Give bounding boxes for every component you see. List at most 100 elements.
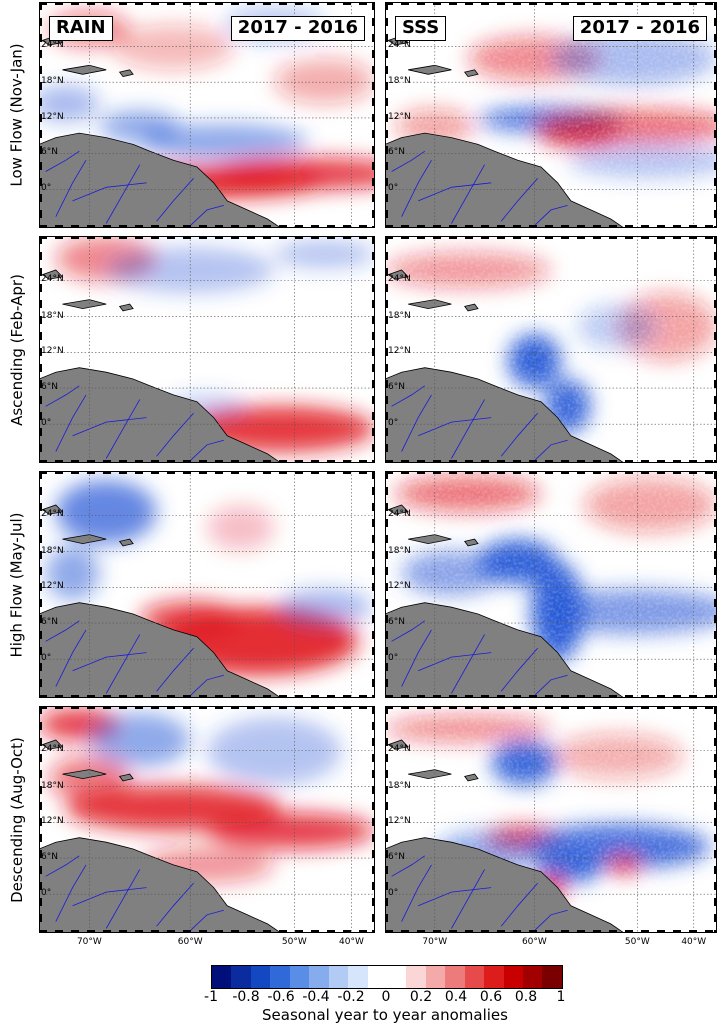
- land-mass: [39, 602, 282, 698]
- river: [500, 412, 539, 457]
- river: [418, 417, 492, 437]
- island: [408, 769, 452, 780]
- colorbar: [211, 965, 563, 989]
- negative-anomaly: [139, 124, 308, 161]
- lat-tick-label: 12°N: [41, 816, 64, 827]
- lon-tick-label: 40°W: [681, 937, 707, 947]
- negative-anomaly: [207, 717, 342, 786]
- colorbar-swatch: [270, 966, 290, 988]
- negative-anomaly: [277, 589, 372, 626]
- lat-tick-label: 12°N: [41, 111, 64, 122]
- colorbar-swatch: [523, 966, 543, 988]
- lon-tick-label: 40°W: [339, 937, 364, 947]
- river: [55, 629, 87, 687]
- river: [189, 674, 224, 696]
- colorbar-swatch: [289, 966, 310, 988]
- river: [391, 385, 426, 407]
- negative-anomaly: [106, 247, 275, 293]
- river: [391, 620, 426, 642]
- river: [189, 909, 224, 931]
- island: [62, 769, 107, 780]
- row-label-text: Descending (Aug-Oct): [8, 736, 27, 903]
- lat-tick-label: 24°N: [388, 274, 411, 285]
- positive-anomaly: [274, 58, 375, 104]
- river: [55, 159, 87, 217]
- lon-tick-label: 50°W: [281, 937, 307, 947]
- lat-tick-label: 24°N: [41, 744, 64, 755]
- river: [189, 439, 224, 461]
- lat-tick-label: 12°N: [388, 816, 411, 827]
- island: [41, 739, 64, 750]
- lat-tick-label: 6°N: [388, 382, 405, 393]
- anomaly-map: [39, 706, 375, 933]
- lon-tick-label: 60°W: [177, 937, 203, 947]
- lat-tick-label: 0°: [41, 888, 52, 899]
- map-panel-right-1: [385, 236, 717, 463]
- lon-tick-label: 70°W: [422, 937, 448, 947]
- map-panel-left-1: [39, 236, 375, 463]
- period-label: 2017 - 2016: [572, 16, 707, 41]
- land-mass: [39, 837, 282, 933]
- lat-tick-label: 18°N: [41, 780, 64, 791]
- river: [105, 164, 141, 224]
- positive-anomaly: [207, 505, 275, 551]
- lat-tick-label: 12°N: [388, 111, 411, 122]
- river: [189, 205, 224, 226]
- colorbar-swatch: [445, 966, 465, 988]
- island: [118, 773, 134, 782]
- negative-anomaly: [55, 480, 157, 544]
- land-mass: [385, 602, 625, 698]
- land-mass: [39, 367, 282, 463]
- lat-tick-label: 0°: [41, 653, 52, 664]
- lon-tick-label: 60°W: [521, 937, 547, 947]
- colorbar-swatch: [231, 966, 251, 988]
- lat-tick-label: 24°N: [388, 40, 411, 51]
- colorbar-swatch: [309, 966, 329, 988]
- colorbar-tick-label: -0.4: [302, 989, 330, 1005]
- negative-anomaly: [39, 85, 100, 122]
- river: [45, 855, 80, 877]
- lat-tick-label: 24°N: [41, 40, 64, 51]
- colorbar-tick-label: 0: [381, 989, 391, 1005]
- row-label: High Flow (May-Jul): [0, 471, 34, 698]
- row-label-text: Ascending (Feb-Apr): [8, 273, 26, 426]
- island: [41, 269, 64, 280]
- colorbar-tick-label: 1: [556, 989, 566, 1005]
- lat-tick-label: 0°: [41, 183, 52, 194]
- lat-tick-label: 18°N: [41, 76, 64, 87]
- land-mass: [385, 132, 625, 228]
- lon-tick-label: 50°W: [624, 937, 650, 947]
- lat-tick-label: 6°N: [41, 617, 58, 628]
- lat-tick-label: 12°N: [388, 346, 411, 357]
- negative-anomaly: [99, 110, 181, 143]
- period-label: 2017 - 2016: [230, 16, 365, 41]
- island: [464, 773, 479, 782]
- river: [105, 869, 141, 929]
- colorbar-tick-label: 0.4: [444, 989, 468, 1005]
- river: [72, 887, 147, 907]
- river: [391, 855, 426, 877]
- island: [408, 534, 452, 545]
- island: [464, 303, 479, 312]
- sss-title: SSS: [395, 16, 447, 41]
- rain-title: RAIN: [49, 16, 113, 41]
- river: [418, 182, 492, 202]
- lat-tick-label: 0°: [388, 888, 399, 899]
- map-panel-left-3: [39, 706, 375, 933]
- river: [72, 182, 147, 202]
- lat-tick-label: 6°N: [388, 617, 405, 628]
- lat-tick-label: 0°: [388, 183, 399, 194]
- river: [72, 652, 147, 672]
- river: [45, 620, 80, 642]
- island: [464, 538, 479, 547]
- colorbar-swatch: [367, 966, 387, 988]
- river: [401, 629, 432, 687]
- river: [500, 882, 539, 927]
- colorbar-swatch: [348, 966, 368, 988]
- river: [156, 882, 194, 927]
- river: [451, 634, 485, 694]
- river: [451, 869, 485, 929]
- map-panel-left-0: RAIN 2017 - 2016: [39, 2, 375, 228]
- river: [500, 647, 539, 692]
- island: [118, 69, 134, 78]
